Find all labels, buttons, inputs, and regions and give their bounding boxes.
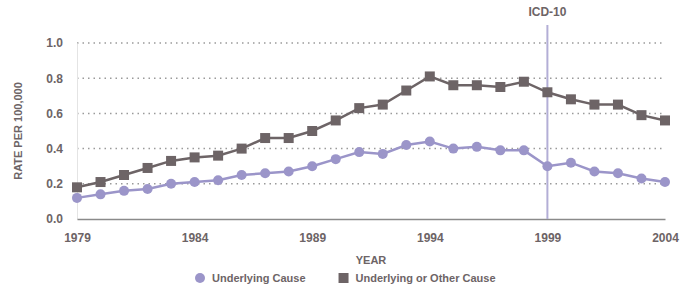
legend-item: Underlying Cause [195,272,306,284]
y-tick: 0.4 [46,142,77,156]
data-point [284,133,294,143]
data-point [636,110,646,120]
y-tick-label: 0.0 [46,212,63,226]
legend-swatch [195,273,205,283]
data-point [166,179,176,189]
x-tick-label: 2004 [652,231,679,245]
y-tick: 1.0 [46,36,77,50]
data-point [213,151,223,161]
data-point [660,177,670,187]
x-tick: 1994 [417,219,444,245]
x-tick-label: 1989 [299,231,326,245]
data-point [307,161,317,171]
data-point [331,154,341,164]
data-point [378,100,388,110]
data-point [660,115,670,125]
data-point [401,140,411,150]
legend: Underlying Cause Underlying or Other Caus… [195,272,496,284]
data-point [472,80,482,90]
data-point [260,168,270,178]
x-tick-label: 1994 [417,231,444,245]
y-tick: 0.6 [46,107,77,121]
grid-line [77,148,665,150]
data-point [542,87,552,97]
data-point [260,133,270,143]
data-point [636,174,646,184]
grid-line [77,113,665,115]
data-point [237,144,247,154]
x-tick: 1979 [64,219,91,245]
legend-label: Underlying or Other Cause [356,272,496,284]
data-point [613,168,623,178]
y-axis-title: RATE PER 100,000 [12,82,24,180]
x-tick: 1989 [299,219,326,245]
annotation-line [546,25,548,219]
data-point [425,137,435,147]
data-point [495,82,505,92]
data-point [448,80,458,90]
data-point [143,184,153,194]
x-tick-label: 1984 [182,231,209,245]
data-point [495,145,505,155]
y-tick: 0.0 [46,212,77,226]
data-point [354,147,364,157]
data-point [96,177,106,187]
grid-line [77,42,665,44]
annotation-label: ICD-10 [528,5,566,19]
data-point [354,103,364,113]
y-tick-label: 0.2 [46,177,63,191]
grid-line [77,77,665,79]
data-point [119,186,129,196]
x-tick-label: 1999 [535,231,562,245]
data-point [425,71,435,81]
series-line [77,76,665,187]
data-point [190,152,200,162]
y-tick-label: 0.4 [46,142,63,156]
data-point [96,189,106,199]
data-point [613,100,623,110]
data-point [542,161,552,171]
data-point [378,149,388,159]
data-point [566,158,576,168]
data-point [589,166,599,176]
data-point [519,145,529,155]
x-tick: 1984 [182,219,209,245]
legend-swatch [339,273,349,283]
data-point [519,77,529,87]
y-tick-label: 1.0 [46,36,63,50]
x-axis: 1979 1984 1989 1994 1999 2004 [64,219,679,245]
data-point [284,166,294,176]
data-point [119,170,129,180]
x-axis-title: YEAR [356,254,387,266]
data-point [448,144,458,154]
data-point [307,126,317,136]
data-point [566,94,576,104]
data-point [237,170,247,180]
data-point [72,182,82,192]
chart: 0.0 0.2 0.4 0.6 0.8 1.0 1979 1984 1989 1994 1999 20… [0,0,700,307]
plot: 0.0 0.2 0.4 0.6 0.8 1.0 1979 1984 1989 1994 1999 20… [46,5,679,245]
series-group [72,71,670,202]
legend-label: Underlying Cause [212,272,306,284]
x-tick-label: 1979 [64,231,91,245]
data-point [143,163,153,173]
data-point [401,86,411,96]
x-tick: 1999 [535,219,562,245]
data-point [213,175,223,185]
data-point [72,193,82,203]
data-point [589,100,599,110]
data-point [166,156,176,166]
y-tick-label: 0.6 [46,107,63,121]
data-point [472,142,482,152]
y-tick: 0.8 [46,72,77,86]
x-tick: 2004 [652,219,679,245]
data-point [190,177,200,187]
data-point [331,115,341,125]
series-line [77,142,665,198]
y-tick-label: 0.8 [46,72,63,86]
legend-item: Underlying or Other Cause [339,272,496,284]
x-axis-line [78,219,666,221]
